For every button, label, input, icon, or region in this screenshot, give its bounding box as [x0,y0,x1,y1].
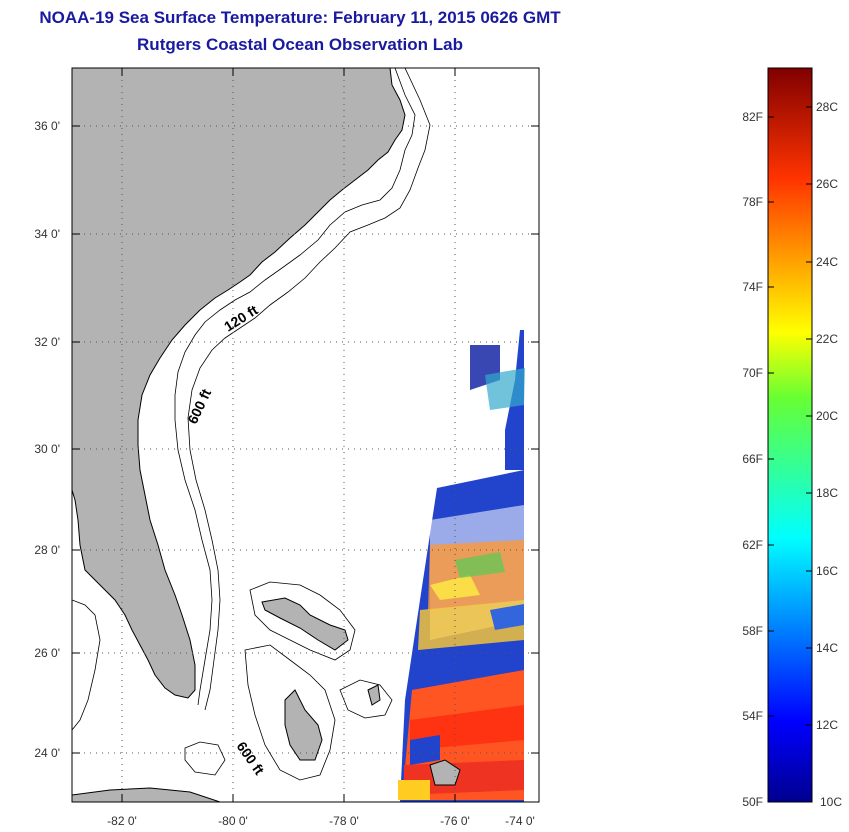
lat-label: 36 0' [34,119,60,133]
colorbar-c-label: 22C [816,332,838,346]
colorbar-ticks [768,106,812,726]
colorbar-c-label: 10C [820,795,842,809]
colorbar-gradient [767,67,813,803]
land-us [72,68,406,699]
colorbar-c-label: 26C [816,177,838,191]
land-bahamas [261,597,461,786]
lon-label: -78 0' [329,814,359,828]
sst-swath [398,330,525,802]
colorbar-f-label: 50F [742,795,763,809]
colorbar-c-label: 12C [816,718,838,732]
lat-label: 34 0' [34,227,60,241]
colorbar-f-label: 78F [742,195,763,209]
lat-label: 32 0' [34,335,60,349]
lon-label: -82 0' [107,814,137,828]
chart-subtitle: Rutgers Coastal Ocean Observation Lab [137,35,463,54]
lat-label: 30 0' [34,442,60,456]
graticule [72,68,539,802]
lat-label: 24 0' [34,746,60,760]
lon-label: -80 0' [218,814,248,828]
colorbar-f-label: 66F [742,452,763,466]
colorbar-f-label: 74F [742,280,763,294]
colorbar-c-label: 18C [816,486,838,500]
colorbar-c-label: 16C [816,564,838,578]
colorbar-f-label: 62F [742,538,763,552]
frame-ticks [72,68,539,802]
lat-label: 28 0' [34,543,60,557]
colorbar-f-label: 70F [742,366,763,380]
colorbar-c-label: 28C [816,100,838,114]
lon-label: -76 0' [440,814,470,828]
map-frame [71,67,540,803]
colorbar-c-label: 24C [816,255,838,269]
land-northeast [72,787,221,802]
lat-label: 26 0' [34,646,60,660]
colorbar-f-label: 82F [742,110,763,124]
colorbar-f-label: 54F [742,709,763,723]
colorbar-c-label: 20C [816,409,838,423]
chart-title: NOAA-19 Sea Surface Temperature: Februar… [39,8,561,27]
colorbar-f-label: 58F [742,624,763,638]
colorbar-c-label: 14C [816,641,838,655]
lon-label: -74 0' [505,814,535,828]
isobath-contours [72,68,431,781]
